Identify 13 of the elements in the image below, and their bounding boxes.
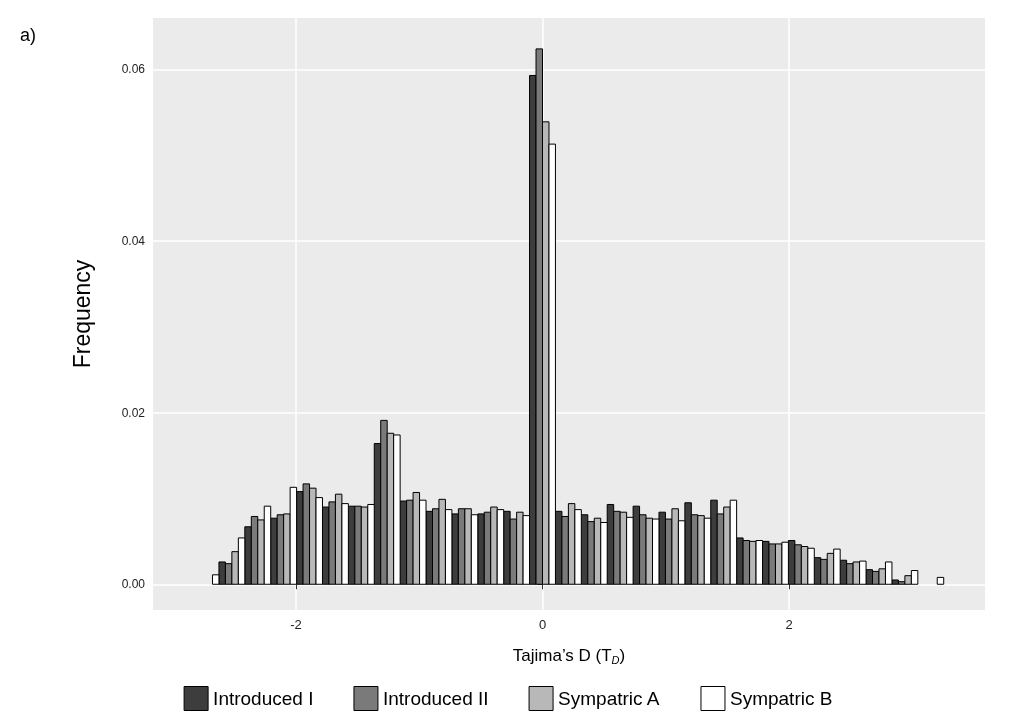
x-tick-label: 2 xyxy=(785,617,793,632)
y-axis-title: Frequency xyxy=(68,259,95,369)
x-tick-label: 0 xyxy=(538,617,547,632)
text: a) xyxy=(20,25,37,45)
y-tick-label: 0.04 xyxy=(121,234,146,249)
y-tick-label: 0.02 xyxy=(121,405,146,420)
legend-label: Introduced II xyxy=(382,688,489,709)
legend-label: Sympatric B xyxy=(729,688,833,709)
y-tick-label: 0.00 xyxy=(121,577,146,592)
legend-label: Introduced I xyxy=(213,688,314,709)
y-tick-label: 0.06 xyxy=(121,62,146,77)
legend-label: Sympatric A xyxy=(558,688,660,709)
x-tick-label: -2 xyxy=(290,617,302,632)
